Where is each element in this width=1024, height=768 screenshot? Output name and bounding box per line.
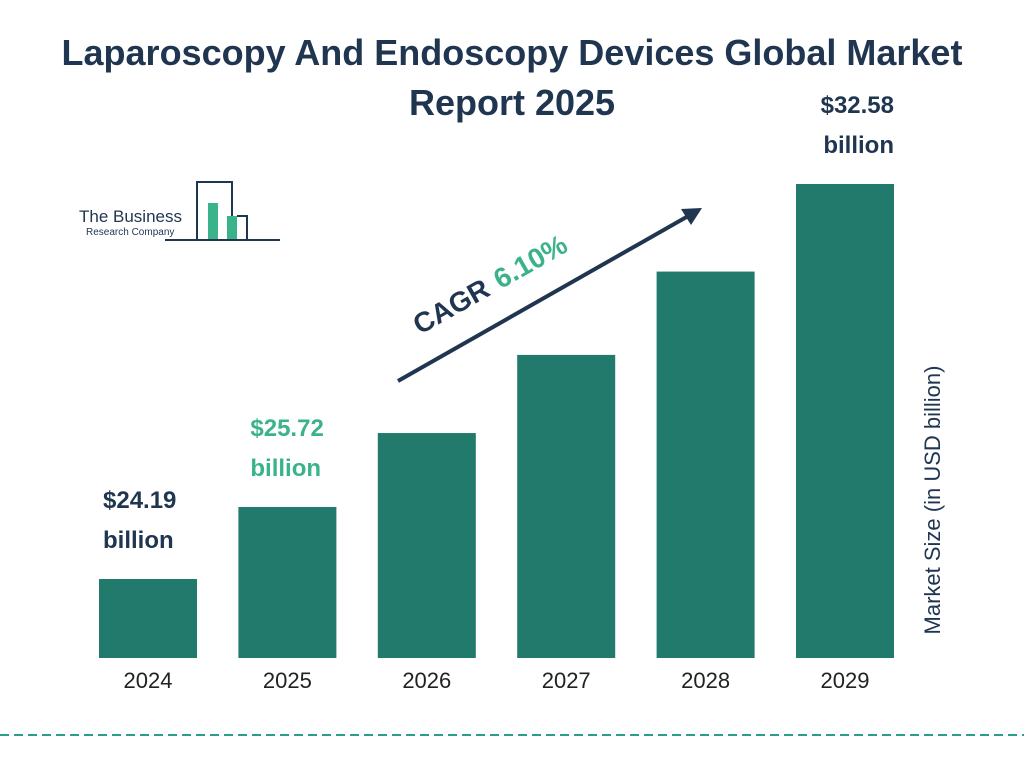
cagr-value: 6.10%: [488, 229, 572, 295]
bar: [99, 579, 197, 658]
value-label: $25.72 billion: [250, 414, 324, 482]
logo-subname: Research Company: [86, 227, 174, 238]
value-label: $24.19 billion: [103, 487, 177, 554]
y-axis-label: Market Size (in USD billion): [920, 366, 945, 635]
logo-building: [237, 215, 248, 240]
x-tick-label: 2029: [821, 668, 870, 693]
x-tick-label: 2026: [402, 668, 451, 693]
x-tick-label: 2025: [263, 668, 312, 693]
bar: [656, 271, 755, 658]
logo-building: [208, 203, 218, 240]
arrow-shaft: [397, 213, 691, 383]
arrow-head: [681, 208, 702, 225]
bar: [796, 184, 894, 658]
chart-title: Laparoscopy And Endoscopy Devices Global…: [61, 32, 963, 123]
logo-name: The Business: [79, 207, 182, 226]
value-label: $32.58 billion: [820, 92, 894, 159]
logo: The Business Research Company: [79, 181, 280, 241]
cagr-label: CAGR: [408, 273, 495, 341]
cagr-annotation: CAGR6.10%: [408, 229, 573, 341]
bar: [377, 433, 476, 658]
bar: [517, 354, 616, 658]
x-tick-label: 2027: [542, 668, 591, 693]
x-tick-label: 2024: [124, 668, 173, 693]
bar: [238, 506, 337, 658]
logo-building: [227, 216, 237, 240]
x-tick-label: 2028: [681, 668, 730, 693]
